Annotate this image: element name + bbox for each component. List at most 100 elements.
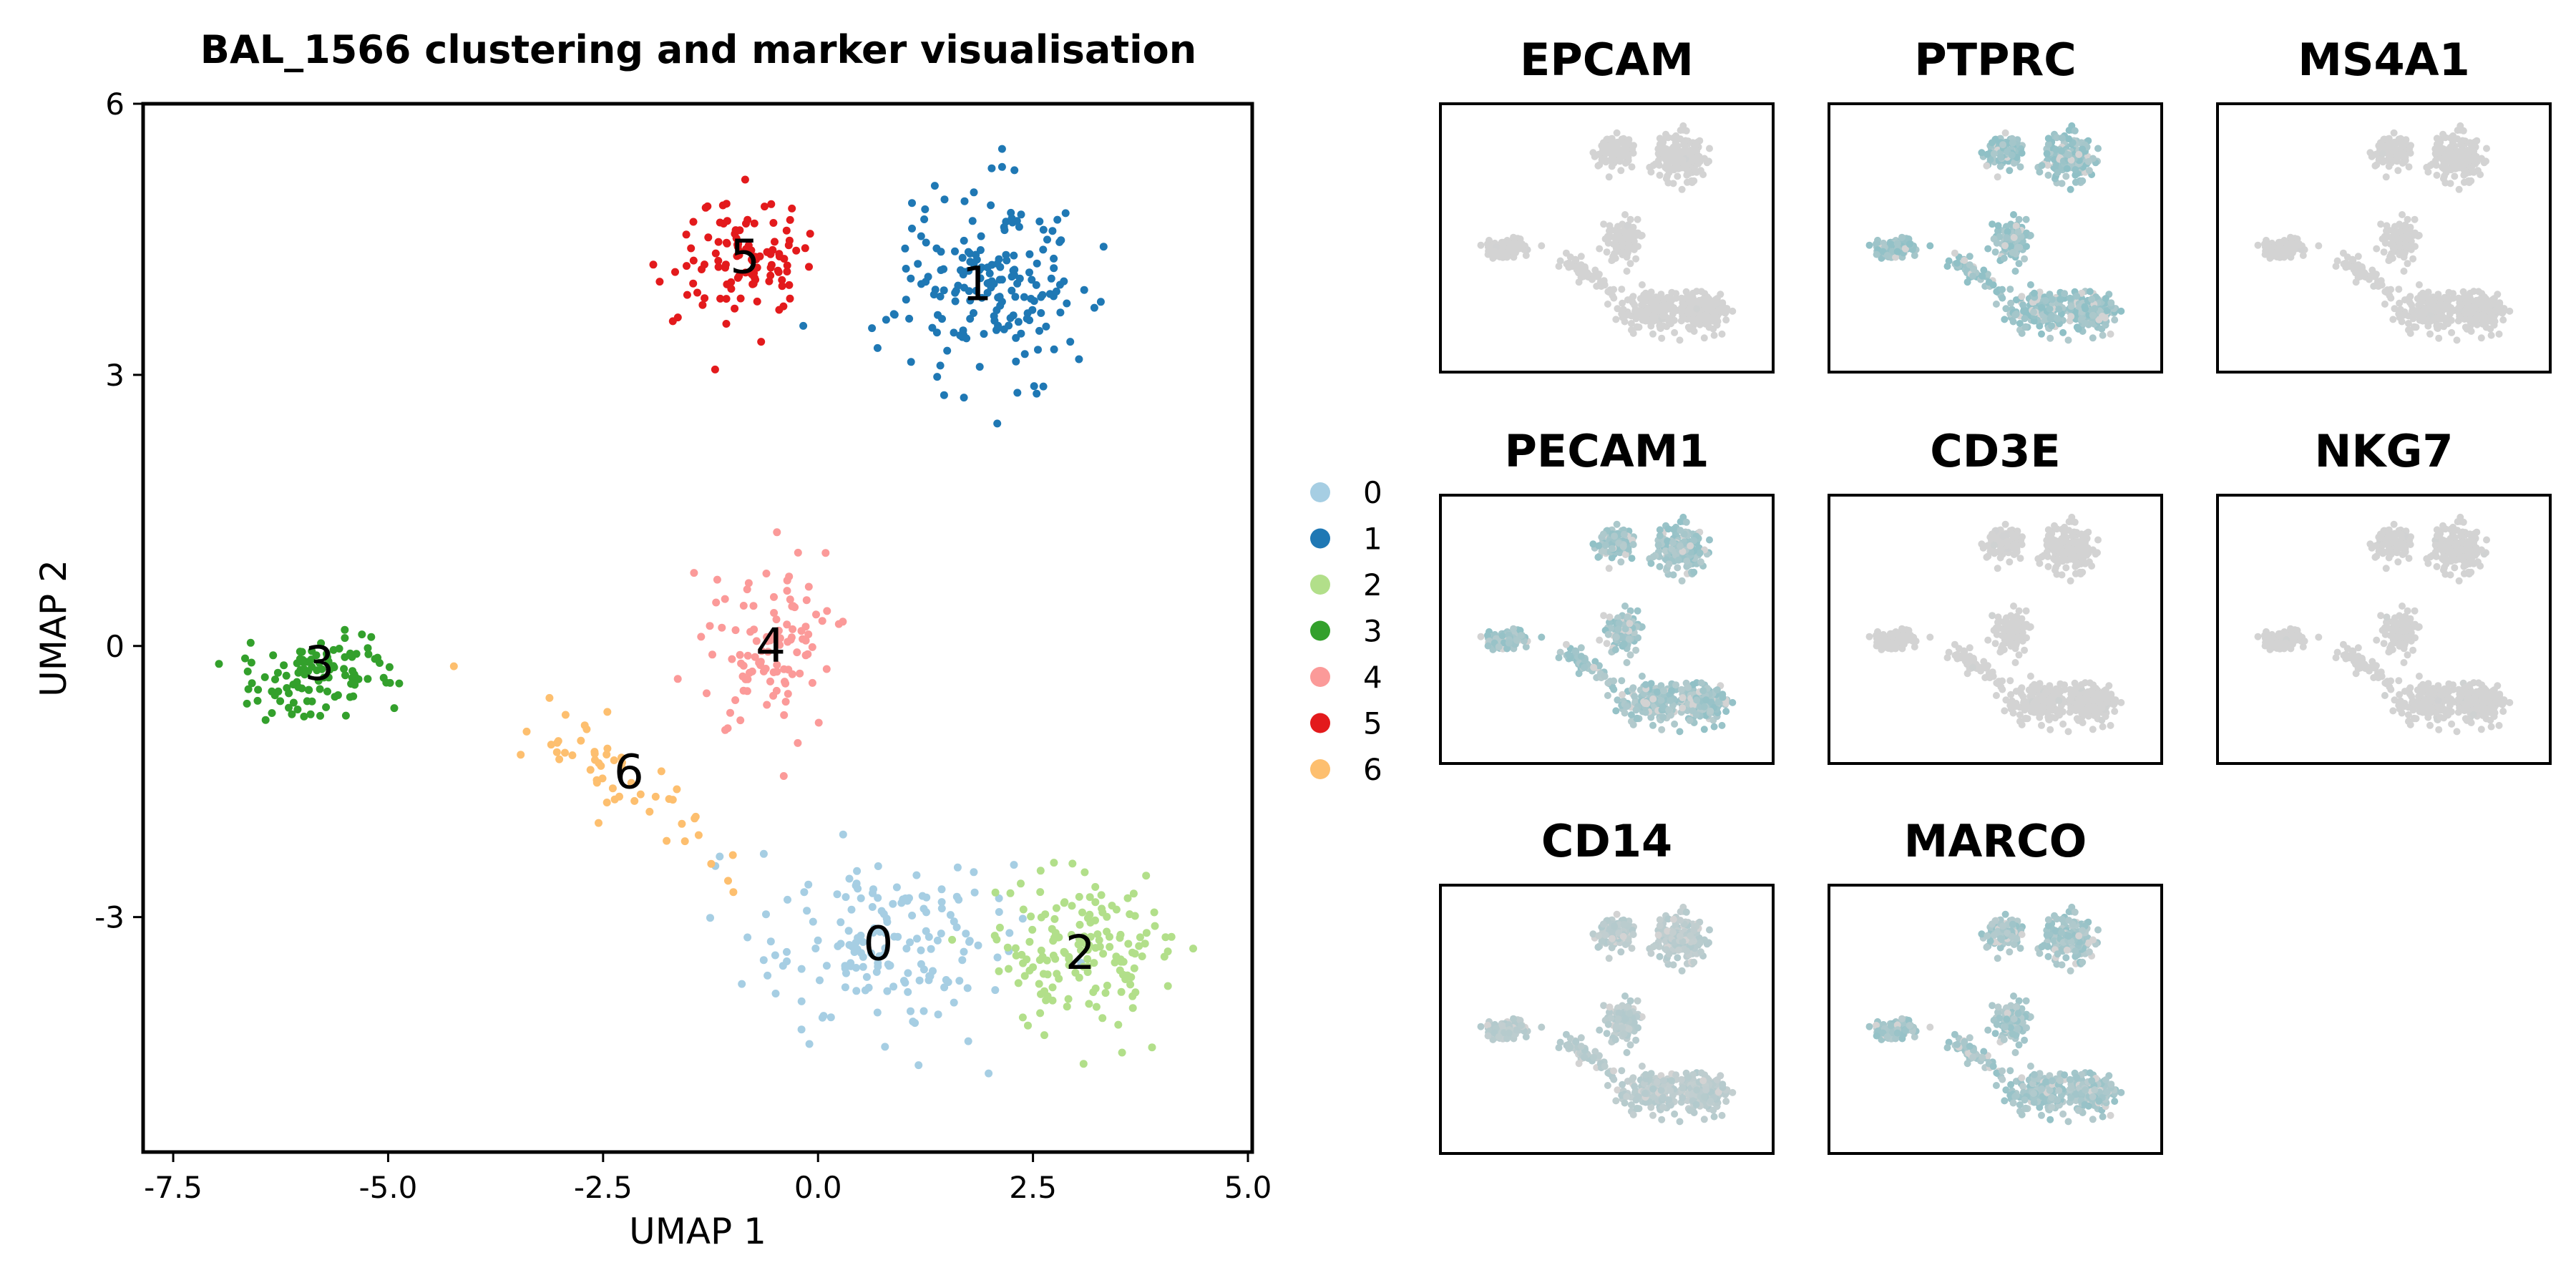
cluster-3-point [283, 684, 291, 692]
feature-point [2054, 169, 2062, 177]
feature-point [1621, 318, 1629, 326]
feature-point [2409, 255, 2417, 263]
feature-point [2107, 299, 2115, 307]
feature-point [1710, 723, 1718, 731]
feature-panel-ptprc: PTPRC [1828, 34, 2163, 374]
cluster-1-point [868, 324, 877, 333]
cluster-3-point [324, 673, 333, 682]
feature-point [1610, 677, 1618, 685]
cluster-0-point [779, 962, 787, 970]
cluster-6-point [561, 748, 569, 757]
cluster-2-point [1098, 908, 1107, 917]
cluster-1-point [1002, 218, 1010, 226]
cluster-6-point [694, 831, 703, 839]
cluster-4-point [802, 596, 811, 605]
feature-point [2011, 268, 2019, 275]
cluster-1-point [960, 394, 968, 402]
feature-point [2057, 296, 2064, 303]
cluster-6-point [547, 741, 555, 749]
feature-point [1994, 227, 2001, 235]
cluster-4-point [743, 585, 751, 594]
feature-point [2496, 299, 2504, 307]
cluster-2-point [1135, 942, 1143, 950]
cluster-2-point [1018, 1013, 1027, 1022]
feature-point [2059, 720, 2067, 728]
cluster-3-point [293, 706, 302, 713]
feature-point [2442, 315, 2450, 323]
cluster-2-point [1048, 983, 1057, 992]
cluster-4-point [791, 603, 799, 612]
cluster-1-point [975, 265, 984, 273]
feature-point [2435, 334, 2443, 342]
cluster-3-point [306, 710, 315, 718]
feature-point [2287, 233, 2294, 241]
feature-point [2030, 317, 2038, 325]
feature-point [1609, 545, 1616, 552]
feature-point [2019, 301, 2027, 309]
cluster-6-point [610, 756, 618, 764]
feature-point [1722, 316, 1730, 324]
feature-point [2459, 127, 2467, 135]
legend-label-3: 3 [1363, 614, 1382, 649]
feature-point [2426, 330, 2434, 338]
feature-point [2367, 272, 2375, 280]
feature-point [1603, 640, 1611, 648]
feature-point [2448, 328, 2456, 336]
feature-point [2007, 299, 2015, 307]
feature-point [2043, 150, 2051, 157]
cluster-6-point [608, 784, 617, 793]
cluster-0-point [874, 959, 882, 967]
feature-point [2021, 255, 2029, 263]
feature-point [2379, 150, 2386, 157]
feature-point [1669, 539, 1677, 547]
cluster-1-point [1013, 389, 1022, 397]
feature-point [1604, 692, 1611, 699]
cluster-2-point [1106, 932, 1113, 941]
feature-panel-pecam1: PECAM1 [1439, 425, 1775, 765]
legend-label-0: 0 [1363, 475, 1382, 510]
feature-point [2043, 541, 2051, 549]
cluster-1-point [1035, 218, 1044, 225]
feature-point [2294, 240, 2302, 248]
cluster-1-point [954, 281, 962, 290]
feature-point [1654, 688, 1661, 696]
y-tick-label: 6 [105, 87, 125, 122]
feature-point [1594, 162, 1602, 170]
cluster-0-point [867, 949, 875, 957]
cluster-0-point [864, 983, 873, 992]
feature-point [1674, 172, 1682, 180]
cluster-4-point [763, 701, 771, 709]
cluster-0-point [1005, 929, 1014, 937]
feature-point [1624, 222, 1631, 230]
feature-point [1649, 330, 1657, 338]
feature-point [1679, 156, 1687, 164]
cluster-6-point [645, 807, 654, 816]
cluster-1-point [1007, 208, 1015, 217]
cluster-4-point [804, 582, 813, 591]
cluster-2-point [1075, 892, 1083, 901]
cluster-1-point [1008, 286, 1016, 295]
cluster-0-point [889, 982, 898, 991]
feature-point [2058, 180, 2066, 187]
cluster-6-point [657, 767, 665, 776]
cluster-0-point [783, 947, 791, 956]
feature-point [1676, 728, 1684, 736]
feature-point [1978, 149, 1986, 157]
cluster-0-point [826, 1013, 835, 1022]
cluster-2-point [1078, 908, 1086, 917]
cluster-1-point [1048, 227, 1057, 235]
cluster-1-point [1050, 264, 1058, 273]
feature-point [2026, 281, 2034, 288]
cluster-4-point [818, 617, 826, 625]
feature-point [1619, 691, 1626, 698]
cluster-2-point [1036, 867, 1045, 875]
feature-point [1993, 239, 2001, 247]
feature-point [1601, 281, 1609, 289]
cluster-1-point [901, 244, 909, 253]
cluster-5-point [714, 257, 723, 265]
feature-point [2046, 334, 2054, 342]
cluster-0-point [797, 1025, 806, 1034]
cluster-3-point [312, 651, 321, 660]
feature-point [2426, 162, 2434, 170]
cluster-5-point [753, 297, 761, 306]
